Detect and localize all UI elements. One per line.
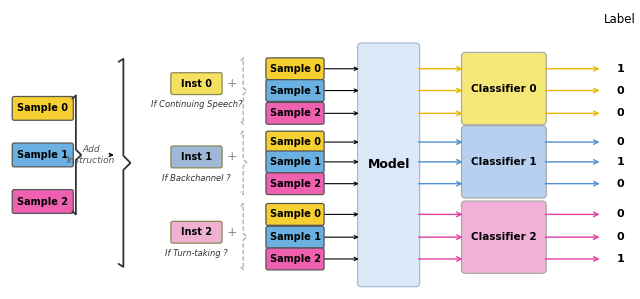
- FancyBboxPatch shape: [171, 146, 222, 168]
- Text: 1: 1: [616, 157, 624, 167]
- Text: +: +: [227, 226, 237, 239]
- FancyBboxPatch shape: [12, 97, 74, 120]
- FancyBboxPatch shape: [266, 103, 324, 124]
- FancyBboxPatch shape: [266, 58, 324, 80]
- FancyBboxPatch shape: [461, 201, 547, 273]
- FancyBboxPatch shape: [266, 80, 324, 101]
- FancyBboxPatch shape: [266, 131, 324, 153]
- Text: If Turn-taking ?: If Turn-taking ?: [165, 249, 228, 258]
- Text: Sample 0: Sample 0: [269, 64, 321, 74]
- Text: If Backchannel ?: If Backchannel ?: [162, 174, 231, 183]
- Text: 0: 0: [616, 179, 624, 189]
- Text: Sample 0: Sample 0: [17, 103, 68, 113]
- Text: Add
Instruction: Add Instruction: [67, 145, 115, 165]
- FancyBboxPatch shape: [171, 73, 222, 94]
- Text: Sample 2: Sample 2: [17, 196, 68, 207]
- Text: Sample 2: Sample 2: [269, 108, 321, 118]
- Text: Classifier 2: Classifier 2: [471, 232, 537, 242]
- Text: Inst 0: Inst 0: [181, 79, 212, 89]
- FancyBboxPatch shape: [266, 248, 324, 270]
- Text: Sample 2: Sample 2: [269, 179, 321, 189]
- FancyBboxPatch shape: [461, 126, 547, 198]
- FancyBboxPatch shape: [266, 151, 324, 173]
- Text: Inst 2: Inst 2: [181, 227, 212, 237]
- Text: Sample 1: Sample 1: [269, 157, 321, 167]
- Text: Sample 1: Sample 1: [269, 86, 321, 96]
- Text: Inst 1: Inst 1: [181, 152, 212, 162]
- Text: 1: 1: [616, 254, 624, 264]
- Text: 0: 0: [616, 108, 624, 118]
- Text: 1: 1: [616, 64, 624, 74]
- FancyBboxPatch shape: [266, 173, 324, 195]
- FancyBboxPatch shape: [12, 143, 74, 167]
- Text: Label: Label: [604, 13, 636, 26]
- Text: If Continuing Speech?: If Continuing Speech?: [151, 100, 242, 109]
- Text: Sample 1: Sample 1: [17, 150, 68, 160]
- Text: 0: 0: [616, 232, 624, 242]
- Text: +: +: [227, 77, 237, 90]
- Text: Sample 0: Sample 0: [269, 209, 321, 219]
- Text: 0: 0: [616, 137, 624, 147]
- FancyBboxPatch shape: [266, 226, 324, 248]
- FancyBboxPatch shape: [171, 221, 222, 243]
- Text: Classifier 1: Classifier 1: [471, 157, 537, 167]
- Text: 0: 0: [616, 209, 624, 219]
- Text: Sample 2: Sample 2: [269, 254, 321, 264]
- FancyBboxPatch shape: [266, 204, 324, 225]
- Text: Classifier 0: Classifier 0: [471, 84, 537, 94]
- Text: Sample 1: Sample 1: [269, 232, 321, 242]
- Text: Sample 0: Sample 0: [269, 137, 321, 147]
- FancyBboxPatch shape: [12, 190, 74, 213]
- FancyBboxPatch shape: [358, 43, 420, 287]
- Text: 0: 0: [616, 86, 624, 96]
- Text: +: +: [227, 150, 237, 164]
- Text: Model: Model: [367, 158, 410, 171]
- FancyBboxPatch shape: [461, 52, 547, 125]
